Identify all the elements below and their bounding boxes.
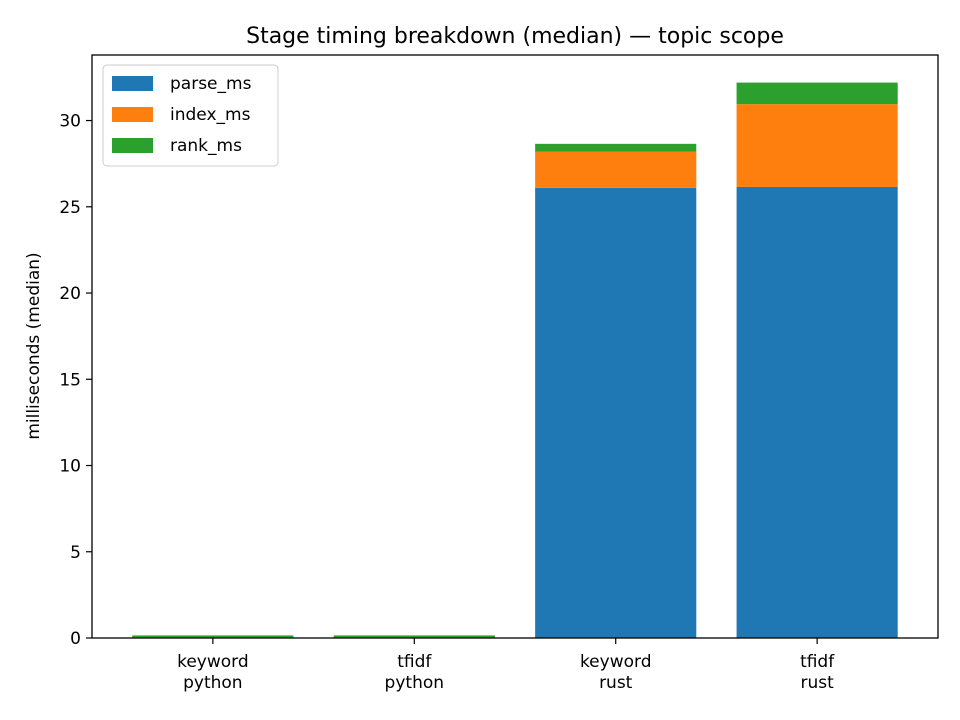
x-tick-label: keyword rust	[580, 652, 652, 693]
legend-swatch-parse-ms	[112, 76, 153, 91]
legend: parse_ms index_ms rank_ms	[102, 64, 279, 167]
bar-rank-ms-tfidf-rust	[736, 82, 898, 105]
y-tick-label: 10	[59, 457, 81, 477]
y-axis-label: milliseconds (median)	[24, 252, 44, 439]
bar-rank-ms-keyword-rust	[535, 143, 697, 152]
x-tick-label-line: rust	[599, 673, 633, 693]
x-tick-label: tfidf python	[385, 652, 444, 693]
x-tick-label-line: python	[385, 673, 444, 693]
legend-swatch-rank-ms	[112, 138, 153, 153]
y-tick-label: 20	[59, 284, 81, 304]
plot-frame	[91, 54, 939, 639]
legend-label-rank-ms: rank_ms	[170, 136, 242, 156]
y-axis: 0 5 10 15 20 25 30	[59, 112, 92, 649]
x-tick-label-line: tfidf	[800, 652, 835, 672]
bars-layer	[132, 82, 898, 639]
bar-index-ms-keyword-rust	[535, 151, 697, 188]
chart-title: Stage timing breakdown (median) — topic …	[246, 24, 784, 49]
x-tick-label: tfidf rust	[800, 652, 835, 693]
bar-parse-ms-keyword-rust	[535, 187, 697, 639]
bar-parse-ms-tfidf-rust	[736, 186, 898, 639]
legend-swatch-index-ms	[112, 107, 153, 122]
bar-index-ms-tfidf-rust	[736, 104, 898, 187]
y-tick-label: 0	[70, 629, 81, 649]
x-tick-label-line: keyword	[580, 652, 652, 672]
y-tick-label: 5	[70, 543, 81, 563]
x-tick-label: keyword python	[177, 652, 249, 693]
bar-rank-ms-keyword-python	[132, 635, 294, 638]
x-tick-label-line: keyword	[177, 652, 249, 672]
legend-label-index-ms: index_ms	[170, 105, 251, 125]
y-tick-label: 25	[59, 198, 81, 218]
legend-label-parse-ms: parse_ms	[170, 74, 252, 94]
x-tick-label-line: tfidf	[397, 652, 432, 672]
x-tick-label-line: rust	[800, 673, 834, 693]
bar-rank-ms-tfidf-python	[333, 635, 495, 638]
x-tick-label-line: python	[183, 673, 242, 693]
y-tick-label: 15	[59, 370, 81, 390]
y-tick-label: 30	[59, 112, 81, 132]
